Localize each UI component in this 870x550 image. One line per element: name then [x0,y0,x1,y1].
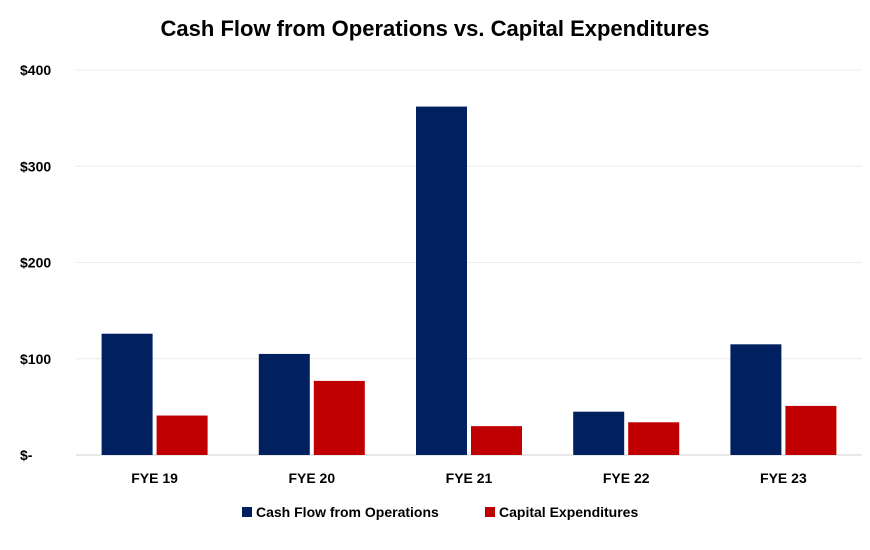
bar-capex [156,415,208,455]
x-tick-label: FYE 20 [288,470,335,486]
x-tick-label: FYE 19 [131,470,178,486]
bar-capex [313,380,365,455]
x-tick-label: FYE 23 [760,470,807,486]
y-tick-label: $200 [20,255,51,271]
bar-cash-flow [258,353,310,455]
bar-cash-flow [730,344,782,455]
legend-label: Cash Flow from Operations [256,504,439,520]
y-tick-label: $400 [20,62,51,78]
bar-cash-flow [573,411,625,455]
legend-swatch [242,507,252,517]
y-tick-label: $- [20,447,33,463]
bar-cash-flow [416,106,467,455]
legend-swatch [485,507,495,517]
legend-label: Capital Expenditures [499,504,638,520]
y-tick-label: $300 [20,158,51,174]
x-tick-label: FYE 22 [603,470,650,486]
bar-capex [785,405,837,455]
chart-title: Cash Flow from Operations vs. Capital Ex… [160,16,710,41]
y-tick-label: $100 [20,351,51,367]
bar-capex [471,426,522,455]
x-tick-label: FYE 21 [446,470,493,486]
bar-capex [628,422,680,455]
bar-cash-flow [101,333,153,455]
